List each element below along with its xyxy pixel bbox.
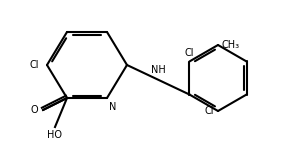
Text: HO: HO xyxy=(47,130,62,140)
Text: N: N xyxy=(109,102,116,112)
Text: Cl: Cl xyxy=(185,48,194,58)
Text: Cl: Cl xyxy=(30,60,39,70)
Text: NH: NH xyxy=(151,65,165,75)
Text: O: O xyxy=(30,105,38,115)
Text: CH₃: CH₃ xyxy=(222,40,240,50)
Text: Cl: Cl xyxy=(205,106,214,116)
